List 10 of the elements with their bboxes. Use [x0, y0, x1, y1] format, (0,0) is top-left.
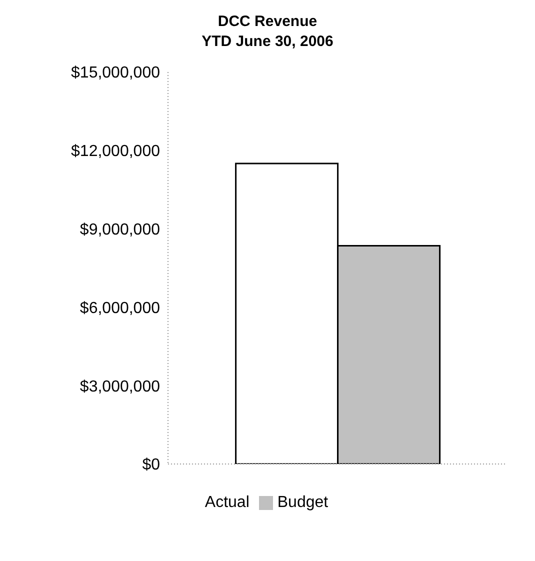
chart-subtitle: YTD June 30, 2006 [200, 32, 334, 52]
series-label: Actual [204, 494, 250, 511]
y-tick-label: $15,000,000 [71, 64, 160, 82]
y-tick-label: $6,000,000 [80, 300, 160, 317]
y-tick-label: $0 [142, 456, 160, 474]
y-tick-label: $9,000,000 [80, 221, 160, 238]
y-tick-label: $12,000,000 [71, 143, 160, 160]
chart-title: DCC Revenue [216, 12, 318, 32]
legend-label: Budget [277, 494, 328, 511]
y-tick-label: $3,000,000 [80, 378, 160, 396]
